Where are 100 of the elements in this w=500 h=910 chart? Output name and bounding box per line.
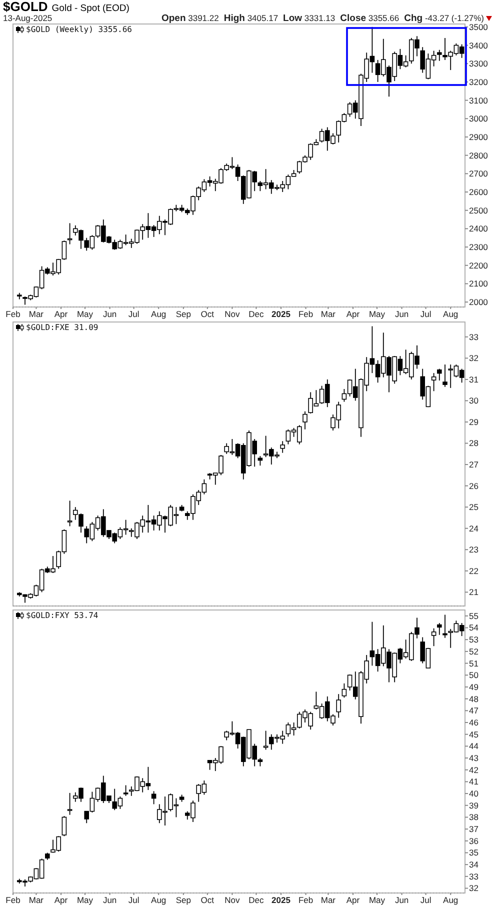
x-tick-label: Mar <box>320 895 336 905</box>
candlestick <box>431 628 436 647</box>
x-tick-label: 2025 <box>272 895 291 905</box>
candlestick <box>442 614 448 638</box>
y-tick-label: 46 <box>469 717 479 728</box>
x-tick-label: Jun <box>102 895 117 905</box>
y-tick-label: 3400 <box>469 40 488 50</box>
x-tick-label: Jul <box>420 309 432 319</box>
x-tick-label: Oct <box>200 895 215 905</box>
candlestick <box>258 456 263 466</box>
x-tick-label: Jun <box>394 895 409 905</box>
x-tick-label: Aug <box>151 309 166 319</box>
y-tick-label: 3200 <box>469 76 488 87</box>
legend-label: $GOLD:FXE 31.09 <box>26 323 98 332</box>
y-tick-label: 51 <box>469 658 479 668</box>
chart-title: $GOLD <box>3 0 48 14</box>
x-tick-label: Feb <box>298 309 314 319</box>
candlestick <box>67 792 72 816</box>
y-tick-label: 45 <box>469 729 479 740</box>
x-tick-label: May <box>368 895 386 905</box>
annotation: High 3405.17 <box>224 13 278 24</box>
x-tick-label: Sep <box>176 309 192 319</box>
candlestick <box>336 694 341 718</box>
y-tick-label: 31 <box>469 374 479 384</box>
candlestick <box>67 500 72 527</box>
y-tick-label: 2900 <box>469 132 488 142</box>
x-tick-label: Aug <box>151 895 166 905</box>
x-tick-label: Apr <box>346 309 360 319</box>
x-tick-label: Jul <box>420 895 432 905</box>
x-tick-label: Dec <box>248 309 265 319</box>
y-tick-label: 2400 <box>469 224 488 234</box>
y-tick-label: 44 <box>469 741 479 752</box>
y-tick-label: 28 <box>469 438 479 448</box>
y-tick-label: 29 <box>469 416 479 427</box>
x-tick-label: Jun <box>394 309 409 319</box>
y-tick-label: 2100 <box>469 278 488 289</box>
y-tick-label: 48 <box>469 694 479 704</box>
candlestick <box>123 784 128 796</box>
y-tick-label: 54 <box>469 622 479 633</box>
candlestick <box>437 49 442 62</box>
y-tick-label: 2000 <box>469 297 488 308</box>
candlestick <box>437 368 442 381</box>
y-tick-label: 33 <box>469 871 479 882</box>
y-tick-label: 50 <box>469 670 479 680</box>
y-tick-label: 2600 <box>469 186 488 197</box>
y-tick-label: 53 <box>469 634 479 645</box>
x-tick-label: Feb <box>6 895 21 905</box>
candlestick <box>442 364 448 388</box>
y-tick-label: 24 <box>469 523 479 534</box>
y-tick-label: 30 <box>469 396 479 406</box>
y-tick-label: 22 <box>469 566 479 576</box>
x-tick-label: Oct <box>200 309 215 319</box>
y-tick-label: 33 <box>469 332 479 342</box>
y-tick-label: 52 <box>469 646 479 656</box>
y-tick-label: 32 <box>469 353 479 364</box>
y-tick-label: 26 <box>469 480 479 491</box>
text: 13-Aug-2025 <box>3 13 52 23</box>
x-tick-label: Jun <box>102 309 117 319</box>
y-tick-label: 25 <box>469 502 479 512</box>
y-tick-label: 34 <box>469 860 479 870</box>
annotation: Close 3355.66 <box>340 13 400 24</box>
legend-label: $GOLD (Weekly) 3355.66 <box>26 25 132 34</box>
y-tick-label: 40 <box>469 788 479 799</box>
y-tick-label: 39 <box>469 800 479 810</box>
candlestick <box>342 682 347 698</box>
x-tick-label: Apr <box>346 895 360 905</box>
y-tick-label: 49 <box>469 682 479 692</box>
x-tick-label: Aug <box>443 309 458 319</box>
legend-label: $GOLD:FXY 53.74 <box>26 611 98 620</box>
y-tick-label: 41 <box>469 776 479 787</box>
candlestick <box>437 622 442 636</box>
x-tick-label: Nov <box>224 895 241 905</box>
annotation: Open 3391.22 <box>161 13 220 24</box>
candlestick <box>62 816 67 837</box>
x-tick-label: Feb <box>6 309 21 319</box>
x-tick-label: Jul <box>128 309 140 319</box>
x-tick-label: Dec <box>248 895 265 905</box>
y-tick-label: 23 <box>469 544 479 555</box>
x-tick-label: May <box>76 309 94 319</box>
chart-subtitle: Gold - Spot (EOD) <box>52 3 130 14</box>
x-tick-label: Aug <box>443 895 458 905</box>
x-tick-label: Feb <box>298 895 314 905</box>
y-tick-label: 27 <box>469 460 479 470</box>
x-tick-label: Mar <box>28 895 44 905</box>
x-tick-label: Jul <box>128 895 140 905</box>
y-tick-label: 32 <box>469 883 479 894</box>
x-tick-label: Apr <box>54 309 68 319</box>
y-tick-label: 21 <box>469 587 479 598</box>
x-tick-label: Mar <box>28 309 44 319</box>
candlestick <box>263 730 268 750</box>
y-tick-label: 43 <box>469 752 479 763</box>
y-tick-label: 2700 <box>469 168 488 179</box>
x-tick-label: May <box>368 309 386 319</box>
y-tick-label: 35 <box>469 848 479 858</box>
x-tick-label: Nov <box>224 309 241 319</box>
y-tick-label: 3100 <box>469 95 488 106</box>
y-tick-label: 3000 <box>469 114 488 124</box>
candlestick <box>302 410 308 430</box>
x-tick-label: Mar <box>320 309 336 319</box>
y-tick-label: 3500 <box>469 22 488 32</box>
